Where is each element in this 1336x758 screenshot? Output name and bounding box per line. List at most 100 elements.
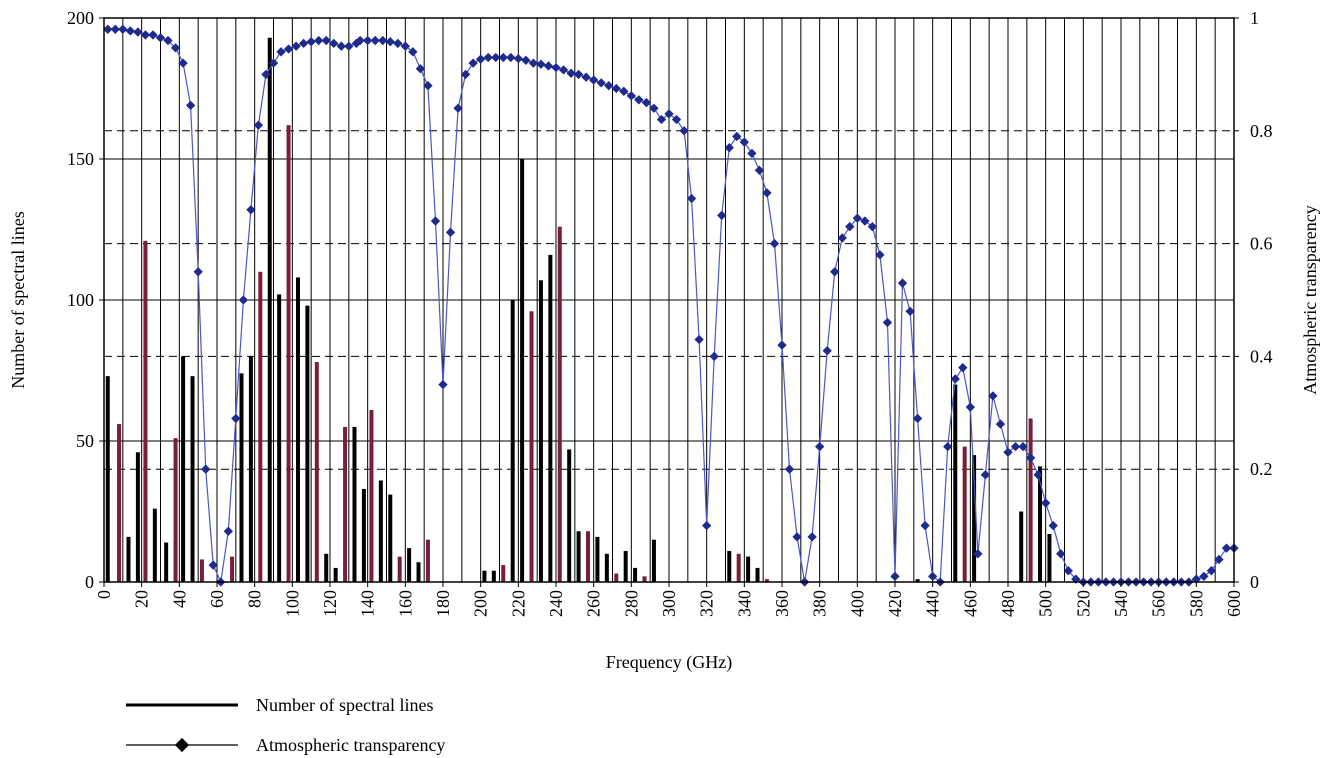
transparency-point (423, 81, 433, 91)
bar (538, 280, 543, 582)
bar (407, 548, 412, 582)
bar (305, 305, 310, 582)
bar (173, 438, 178, 582)
x-tick-label: 180 (433, 590, 453, 617)
bar (1028, 418, 1033, 582)
bar (239, 373, 244, 582)
bar (595, 536, 600, 582)
bar (548, 254, 553, 582)
bar (343, 426, 348, 582)
transparency-point (784, 464, 795, 474)
bar (491, 570, 496, 582)
bar (388, 494, 393, 582)
transparency-point (253, 120, 264, 130)
bar (633, 567, 638, 582)
bar (199, 559, 204, 582)
transparency-point (125, 26, 136, 36)
transparency-point (193, 267, 203, 277)
x-tick-label: 540 (1111, 590, 1131, 617)
y-tick-label: 200 (67, 8, 94, 28)
transparency-point (588, 75, 599, 85)
x-tick-label: 0 (94, 590, 114, 599)
transparency-point (261, 69, 271, 80)
transparency-point (807, 532, 817, 542)
transparency-point (769, 238, 780, 249)
transparency-point (543, 61, 554, 71)
y2-axis-title: Atmospheric transparency (1300, 205, 1320, 394)
bar (567, 449, 572, 582)
transparency-point (566, 68, 576, 78)
x-tick-label: 600 (1224, 590, 1244, 617)
transparency-point (453, 103, 463, 113)
bar (529, 311, 534, 582)
bar (105, 376, 110, 582)
transparency-point (1033, 470, 1043, 480)
y2-tick-label: 0.2 (1250, 459, 1273, 479)
bar (727, 550, 732, 582)
x-tick-label: 560 (1149, 590, 1169, 617)
bar (736, 553, 741, 582)
transparency-point (148, 30, 158, 40)
y-axis-ticks: 0 50 100 150 200 (67, 8, 104, 592)
bar (286, 125, 291, 582)
x-tick-label: 120 (320, 590, 340, 617)
transparency-point (460, 69, 471, 80)
transparency-point (611, 83, 621, 94)
bar (361, 488, 366, 582)
x-tick-label: 100 (282, 590, 302, 617)
transparency-point (238, 295, 249, 305)
transparency-point (604, 81, 614, 91)
bar (258, 271, 263, 582)
transparency-point (103, 24, 113, 34)
transparency-point (777, 340, 787, 350)
transparency-point (739, 137, 750, 147)
bar (1047, 534, 1052, 582)
x-tick-label: 160 (395, 590, 415, 617)
transparency-point (596, 78, 606, 88)
bar (1019, 511, 1024, 582)
x-tick-label: 280 (621, 590, 641, 617)
transparency-point (679, 126, 689, 136)
transparency-point (814, 441, 825, 452)
x-tick-label: 260 (584, 590, 604, 617)
x-tick-label: 240 (546, 590, 566, 617)
bar (623, 550, 628, 582)
transparency-point (671, 114, 682, 125)
transparency-point (845, 222, 855, 232)
transparency-point (551, 62, 561, 73)
transparency-point (822, 346, 832, 356)
transparency-point (246, 205, 256, 215)
transparency-point (686, 193, 697, 204)
bar (164, 542, 169, 582)
x-tick-label: 340 (734, 590, 754, 617)
y2-tick-label: 0 (1250, 572, 1259, 592)
y2-axis-ticks: 0 0.2 0.4 0.6 0.8 1 (1234, 8, 1273, 592)
transparency-point (1040, 498, 1051, 508)
transparency-point (558, 65, 569, 75)
transparency-point (306, 37, 316, 47)
transparency-point (1056, 549, 1066, 559)
transparency-point (762, 188, 772, 198)
transparency-point (283, 44, 294, 54)
transparency-point (1003, 447, 1013, 457)
transparency-point (185, 100, 196, 111)
transparency-point (958, 363, 968, 373)
transparency-point (920, 520, 930, 531)
bar (764, 579, 769, 582)
transparency-point (852, 213, 863, 223)
transparency-point (626, 91, 637, 101)
x-tick-label: 40 (169, 590, 189, 608)
bar (586, 531, 591, 582)
transparency-point (118, 24, 128, 34)
legend-line-marker (174, 737, 190, 753)
transparency-point (950, 374, 960, 384)
transparency-point (223, 526, 233, 536)
transparency-point (408, 47, 418, 57)
bar (190, 376, 195, 582)
transparency-point (163, 35, 173, 46)
transparency-point (475, 54, 486, 64)
transparency-point (155, 33, 166, 43)
transparency-point (912, 413, 923, 424)
transparency-point (506, 52, 516, 63)
